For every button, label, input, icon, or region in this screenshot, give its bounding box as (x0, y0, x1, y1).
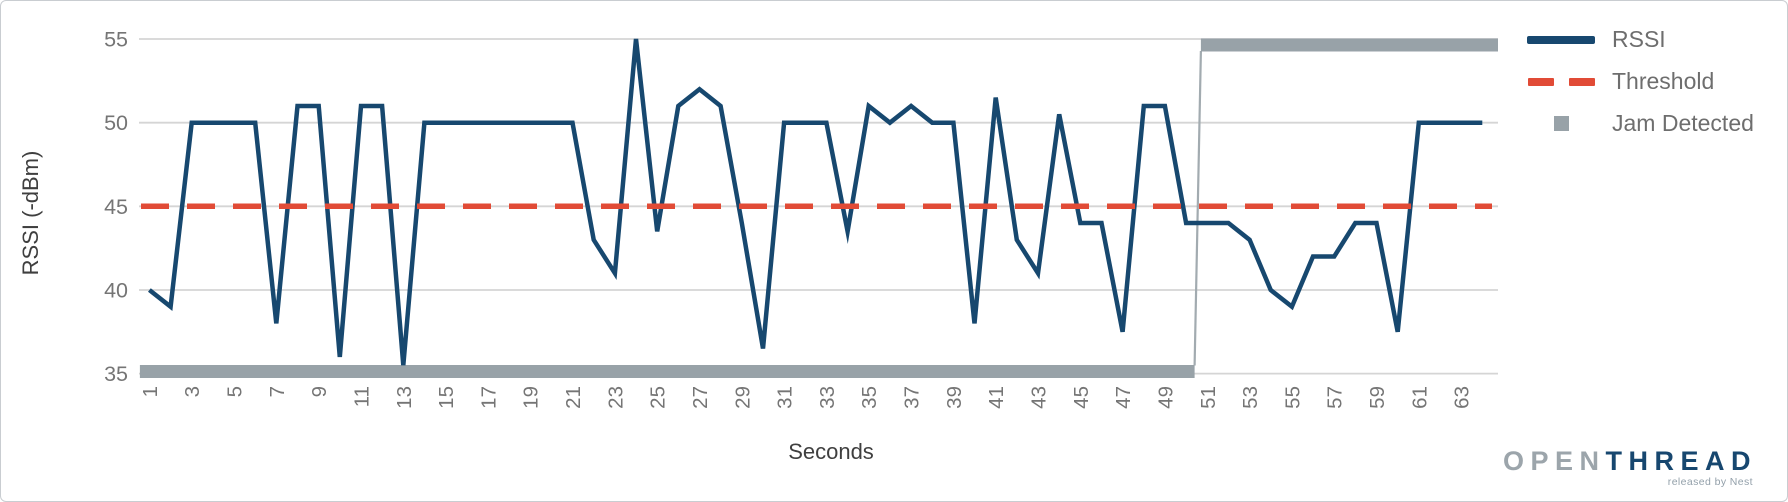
legend-label-threshold: Threshold (1612, 68, 1715, 94)
logo-tagline: released by Nest (1667, 475, 1753, 488)
svg-text:63: 63 (1451, 386, 1474, 409)
svg-text:21: 21 (562, 386, 585, 409)
legend-item-jam-detected: Jam Detected (1527, 109, 1754, 138)
svg-text:1: 1 (139, 386, 162, 397)
svg-text:47: 47 (1112, 386, 1135, 409)
svg-text:49: 49 (1154, 386, 1177, 409)
svg-text:39: 39 (943, 386, 966, 409)
svg-text:23: 23 (604, 386, 627, 409)
svg-text:19: 19 (520, 386, 543, 409)
svg-text:25: 25 (647, 386, 670, 409)
svg-text:35: 35 (858, 386, 881, 409)
svg-text:27: 27 (689, 386, 712, 409)
legend: RSSI Threshold Jam Detected (1527, 25, 1754, 151)
svg-text:15: 15 (435, 386, 458, 409)
svg-text:37: 37 (901, 386, 924, 409)
logo-thread-text: THREAD (1605, 445, 1757, 476)
svg-text:31: 31 (774, 386, 797, 409)
svg-text:33: 33 (816, 386, 839, 409)
svg-text:3: 3 (181, 386, 204, 397)
legend-label-jam-detected: Jam Detected (1612, 110, 1754, 136)
svg-text:17: 17 (477, 386, 500, 409)
svg-text:45: 45 (104, 195, 128, 219)
svg-text:29: 29 (731, 386, 754, 409)
svg-text:40: 40 (104, 279, 128, 303)
svg-text:11: 11 (351, 386, 374, 407)
svg-text:45: 45 (1070, 386, 1093, 409)
legend-item-rssi: RSSI (1527, 25, 1754, 54)
legend-label-rssi: RSSI (1612, 26, 1666, 52)
svg-text:5: 5 (224, 386, 247, 397)
openthread-logo: OPENTHREAD released by Nest (1502, 445, 1757, 488)
svg-text:53: 53 (1239, 386, 1262, 409)
logo-open-text: OPEN (1502, 445, 1606, 476)
svg-text:13: 13 (393, 386, 416, 409)
svg-text:51: 51 (1197, 386, 1220, 409)
svg-text:43: 43 (1028, 386, 1051, 409)
svg-text:57: 57 (1324, 386, 1347, 409)
svg-text:55: 55 (1281, 386, 1304, 409)
legend-item-threshold: Threshold (1527, 67, 1754, 96)
svg-text:7: 7 (266, 386, 289, 397)
svg-text:35: 35 (104, 362, 128, 386)
svg-text:55: 55 (104, 28, 128, 52)
x-axis-title: Seconds (788, 439, 874, 464)
svg-text:9: 9 (308, 386, 331, 397)
svg-text:61: 61 (1408, 386, 1431, 409)
y-axis-title: RSSI (-dBm) (18, 150, 43, 276)
svg-text:41: 41 (985, 386, 1008, 409)
rssi-line-swatch-icon (1527, 35, 1595, 44)
threshold-dash-swatch-icon (1568, 77, 1595, 86)
svg-text:59: 59 (1366, 386, 1389, 409)
svg-text:50: 50 (104, 111, 128, 135)
threshold-dash-swatch-icon (1527, 77, 1554, 86)
jam-square-swatch-icon (1553, 116, 1569, 131)
